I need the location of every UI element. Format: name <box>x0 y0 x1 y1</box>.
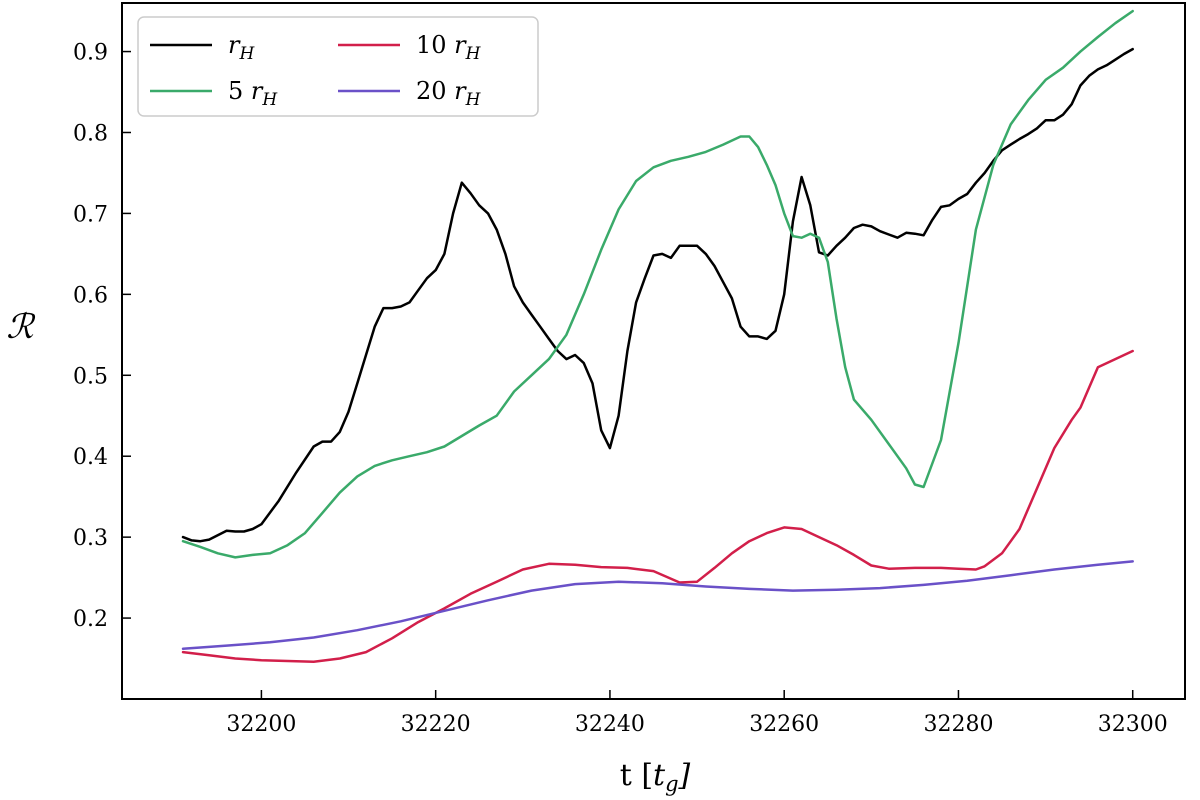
y-tick-label: 0.6 <box>73 283 108 308</box>
series-line-1 <box>181 47 1134 543</box>
x-tick-label: 32260 <box>749 712 819 737</box>
y-tick-label: 0.7 <box>73 202 108 227</box>
y-tick-label: 0.8 <box>73 121 108 146</box>
legend-label-3: 10 rH <box>416 31 482 64</box>
x-axis-label: t [tg] <box>620 758 691 796</box>
y-tick-label: 0.4 <box>73 445 108 470</box>
legend-frame <box>137 16 539 117</box>
tick-layer: 32200 32220 32240 32260 32280 32300 0.2 0.3 0.4 0… <box>73 41 1168 737</box>
legend-items: rH 5 rH 10 rH 20 rH <box>150 31 482 110</box>
y-tick-label: 0.9 <box>73 41 108 66</box>
x-tick-label: 32240 <box>575 712 645 737</box>
x-tick-label: 32200 <box>226 712 296 737</box>
legend-label-1: rH <box>228 31 255 64</box>
y-tick-label: 0.5 <box>73 364 108 389</box>
series-line-3 <box>181 349 1134 664</box>
y-tick-label: 0.2 <box>73 607 108 632</box>
plot-frame <box>121 2 1186 700</box>
y-tick-label: 0.3 <box>73 526 108 551</box>
legend: rH 5 rH 10 rH 20 rH <box>137 16 539 117</box>
x-tick-label: 32280 <box>923 712 993 737</box>
series-line-4 <box>181 560 1134 651</box>
legend-label-2: 5 rH <box>228 77 278 110</box>
legend-label-4: 20 rH <box>416 77 482 110</box>
x-tick-label: 32220 <box>401 712 471 737</box>
series-line-2 <box>181 9 1134 559</box>
series-layer <box>181 9 1134 664</box>
x-tick-label: 32300 <box>1098 712 1168 737</box>
y-axis-label: ℛ <box>6 307 36 347</box>
